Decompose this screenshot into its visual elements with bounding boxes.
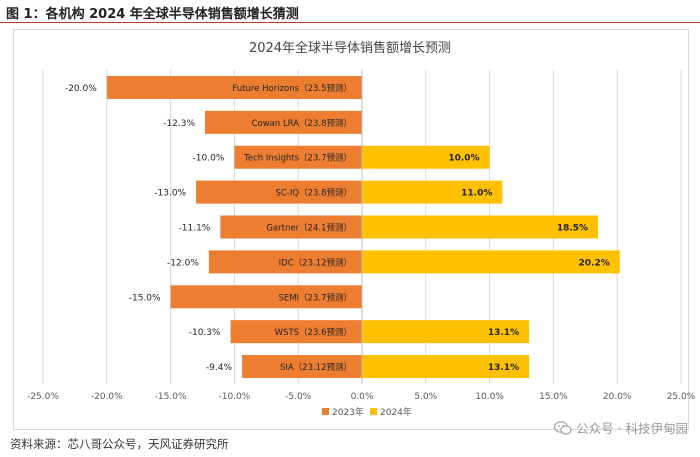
data-label-2023: -10.0% [193,154,225,164]
source-note: 资料来源：芯八哥公众号，天风证券研究所 [10,437,229,451]
data-label-2023: -10.3% [189,328,221,338]
x-tick-label: 0.0% [351,392,374,402]
data-label-2024: 20.2% [579,258,610,268]
data-label-2024: 13.1% [488,363,519,373]
chart-title: 2024年全球半导体销售额增长预测 [248,41,452,56]
data-label-2024: 13.1% [488,328,519,338]
category-label: IDC（23.12预测） [279,257,352,268]
data-label-2023: -12.3% [163,119,195,129]
bar-2023 [106,75,362,99]
bar-2023 [242,355,362,379]
x-tick-label: -25.0% [27,392,59,402]
data-label-2023: -15.0% [129,293,161,303]
x-tick-label: -5.0% [285,392,312,402]
data-label-2023: -9.4% [206,363,233,373]
legend-label-1: 2024年 [380,406,412,418]
data-label-2023: -12.0% [167,258,199,268]
x-tick-label: -15.0% [155,392,187,402]
bar-2023 [170,285,362,309]
data-label-2023: -11.1% [179,224,211,234]
figure-title: 图 1：各机构 2024 年全球半导体销售额增长猜测 [6,7,299,22]
x-tick-label: 5.0% [414,392,437,402]
bar-2024 [362,355,530,379]
x-tick-label: -20.0% [91,392,123,402]
bar-2023 [230,320,362,344]
bar-2023 [205,110,362,134]
bar-2023 [220,215,362,239]
data-label-2023: -13.0% [154,189,186,199]
bar-2024 [362,250,620,274]
bar-2023 [196,180,362,204]
wechat-icon [554,420,572,435]
category-label: SIA（23.12预测） [280,362,352,373]
category-label: Future Horizons（23.5预测） [232,83,352,94]
category-label: Cowan LRA（23.8预测） [252,118,352,129]
data-label-2024: 11.0% [461,189,492,199]
x-tick-label: 20.0% [603,392,632,402]
category-label: SEMI（23.7预测） [278,292,352,303]
data-label-2024: 18.5% [557,224,588,234]
legend-swatch-0 [322,408,329,415]
category-label: Tech Insights（23.7预测） [243,153,352,164]
bar-2024 [362,320,530,344]
watermark: 公众号 · 科技伊甸园 [554,418,688,437]
bar-2023 [208,250,362,274]
data-label-2023: -20.0% [65,84,97,94]
legend-label-0: 2023年 [332,406,364,418]
figure-header: 图 1：各机构 2024 年全球半导体销售额增长猜测 [0,0,700,23]
category-label: SC-IQ（23.8预测） [275,188,352,199]
x-tick-label: 15.0% [539,392,568,402]
watermark-text: 公众号 · 科技伊甸园 [576,421,688,436]
data-label-2024: 10.0% [448,154,479,164]
category-label: WSTS（23.6预测） [275,327,352,338]
bar-2024 [362,180,503,204]
category-label: Gartner（24.1预测） [266,223,352,234]
x-tick-label: -10.0% [218,392,250,402]
x-tick-label: 25.0% [667,392,696,402]
bar-2024 [362,215,599,239]
legend-swatch-1 [370,408,377,415]
bar-2024 [362,145,490,169]
bar-2023 [234,145,362,169]
x-tick-label: 10.0% [475,392,504,402]
